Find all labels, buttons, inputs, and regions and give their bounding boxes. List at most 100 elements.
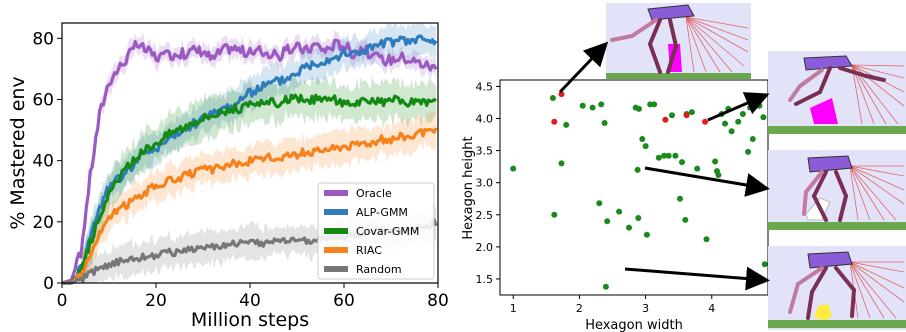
- y-tick-label: 4.0: [476, 113, 494, 126]
- legend-label-riac: RIAC: [356, 244, 382, 257]
- scatter-point-green: [688, 109, 695, 116]
- arrow-2: [707, 92, 770, 122]
- x-tick-label: 40: [239, 291, 261, 311]
- series-line-covar-gmm: [62, 93, 437, 285]
- line-y-axis-label: % Mastered env: [7, 76, 29, 229]
- scatter-point-green: [682, 216, 689, 223]
- x-tick-label: 2: [576, 302, 583, 315]
- legend-label-oracle: Oracle: [356, 187, 392, 200]
- scatter-point-green: [745, 148, 752, 155]
- y-tick-label: 2.0: [476, 241, 494, 254]
- band-oracle: [62, 30, 437, 283]
- scatter-point-green: [756, 102, 763, 109]
- scatter-point-green: [651, 101, 658, 108]
- scatter-point-green: [598, 101, 605, 108]
- env-thumbnail-4: [768, 246, 906, 330]
- scatter-point-green: [616, 208, 623, 215]
- scatter-point-red: [702, 118, 709, 125]
- scatter-point-green: [715, 172, 722, 178]
- scatter-point-green: [563, 121, 570, 128]
- line-chart: 0 20 40 60 80 0 20 40 60 80 Million steps % Mast…: [7, 22, 449, 331]
- y-tick-label: 80: [32, 29, 54, 49]
- scatter-point-green: [635, 215, 642, 221]
- arrow-3: [644, 166, 770, 197]
- y-tick-label: 3.0: [476, 177, 494, 190]
- y-tick-label: 60: [32, 90, 54, 110]
- y-tick-label: 4.5: [476, 80, 494, 93]
- scatter-y-ticks: 1.5 2.0 2.5 3.0 3.5 4.0 4.5: [476, 80, 500, 286]
- scatter-chart: 1 2 3 4 1.5 2.0 2.5 3.0 3.5 4.0 4.5 Hexagon width…: [461, 79, 769, 332]
- x-tick-label: 4: [708, 302, 715, 315]
- line-x-ticks: 0 20 40 60 80: [57, 283, 449, 311]
- scatter-point-green: [589, 104, 596, 111]
- scatter-point-green: [761, 261, 768, 268]
- scatter-point-green: [634, 166, 641, 173]
- scatter-point-green: [760, 114, 767, 121]
- scatter-point-green: [747, 104, 754, 111]
- scatter-point-green: [694, 165, 701, 172]
- scatter-point-green: [655, 154, 662, 161]
- scatter-points: [510, 91, 768, 290]
- scatter-point-green: [636, 105, 642, 112]
- x-tick-label: 3: [642, 302, 649, 315]
- scatter-point-red: [558, 91, 565, 98]
- scatter-point-green: [728, 128, 735, 135]
- scatter-point-green: [661, 152, 668, 159]
- scatter-point-green: [601, 120, 608, 126]
- band-riac: [62, 108, 437, 284]
- scatter-point-green: [735, 118, 742, 125]
- line-y-ticks: 0 20 40 60 80: [32, 29, 62, 294]
- arrow-4: [624, 266, 770, 291]
- scatter-point-green: [639, 136, 646, 142]
- y-tick-label: 1.5: [476, 273, 494, 286]
- env-thumbnail-1: [606, 3, 751, 79]
- scatter-point-green: [549, 95, 556, 101]
- scatter-point-green: [596, 200, 603, 207]
- scatter-x-ticks: 1 2 3 4: [510, 295, 715, 315]
- scatter-point-green: [677, 195, 683, 202]
- y-tick-label: 40: [32, 152, 54, 172]
- line-series: [61, 34, 438, 285]
- scatter-point-green: [604, 218, 611, 225]
- scatter-point-green: [626, 224, 632, 231]
- line-x-axis-label: Million steps: [191, 309, 309, 331]
- legend-label-covar-gmm: Covar-GMM: [356, 225, 419, 238]
- scatter-point-green: [558, 160, 565, 167]
- scatter-point-green: [703, 236, 710, 243]
- series-line-riac: [62, 127, 438, 285]
- scatter-point-green: [551, 211, 558, 218]
- y-tick-label: 0: [43, 274, 54, 294]
- scatter-point-green: [643, 231, 650, 238]
- band-covar-gmm: [62, 73, 437, 284]
- scatter-point-green: [665, 152, 672, 159]
- scatter-point-red: [551, 118, 558, 125]
- scatter-point-green: [749, 136, 756, 142]
- scatter-x-axis-label: Hexagon width: [585, 318, 683, 332]
- legend-box: [317, 182, 435, 280]
- env-thumbnail-2: [768, 51, 906, 134]
- y-tick-label: 20: [32, 213, 54, 233]
- x-tick-label: 1: [510, 302, 517, 315]
- legend-label-alp-gmm: ALP-GMM: [356, 206, 408, 219]
- x-tick-label: 20: [145, 291, 167, 311]
- scatter-point-green: [739, 111, 746, 117]
- x-tick-label: 0: [57, 291, 68, 311]
- y-tick-label: 3.5: [476, 145, 494, 158]
- scatter-point-green: [602, 283, 609, 290]
- arrow-1: [558, 41, 609, 94]
- scatter-y-axis-label: Hexagon height: [461, 136, 476, 239]
- scatter-point-green: [712, 158, 719, 165]
- legend: Oracle ALP-GMM Covar-GMM RIAC Random: [317, 182, 435, 280]
- scatter-point-green: [672, 152, 679, 159]
- scatter-point-green: [642, 143, 649, 150]
- scatter-point-green: [510, 165, 517, 172]
- scatter-point-green: [669, 112, 675, 119]
- series-line-alp-gmm: [62, 34, 438, 285]
- x-tick-label: 80: [427, 291, 449, 311]
- scatter-point-red: [662, 116, 669, 123]
- env-thumbnail-3: [768, 150, 906, 230]
- pointer-arrows: [558, 41, 770, 291]
- scatter-point-red: [683, 112, 690, 119]
- x-tick-label: 60: [333, 291, 355, 311]
